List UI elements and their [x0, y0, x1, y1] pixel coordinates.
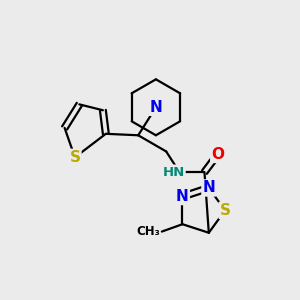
Text: S: S — [220, 203, 231, 218]
Text: O: O — [211, 147, 224, 162]
Text: N: N — [202, 181, 215, 196]
Text: CH₃: CH₃ — [136, 225, 160, 238]
Text: HN: HN — [162, 166, 185, 178]
Text: N: N — [149, 100, 162, 115]
Text: N: N — [176, 189, 189, 204]
Text: S: S — [69, 150, 80, 165]
